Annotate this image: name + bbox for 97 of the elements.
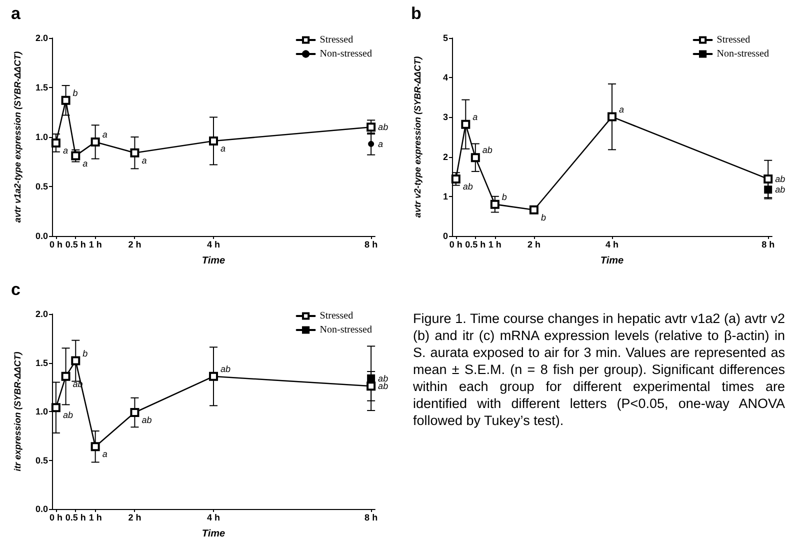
annotation: b [82, 348, 88, 358]
x-tick-label: 2 h [527, 240, 540, 250]
annotation: ab [482, 145, 492, 156]
chart-title: b [411, 4, 422, 23]
y-tick-label: 4 [442, 72, 448, 83]
annotation: b [72, 88, 78, 98]
y-tick-label: 0.0 [35, 231, 48, 241]
x-tick-label: 0.5 h [465, 240, 486, 250]
chart-title: a [11, 4, 21, 23]
point [461, 120, 470, 129]
x-tick-label: 0 h [449, 240, 462, 250]
annotation: ab [775, 184, 786, 195]
x-tick-label: 4 h [206, 240, 220, 250]
x-tick-label: 2 h [128, 512, 142, 522]
legend-label: Stressed [320, 34, 354, 46]
point [366, 122, 376, 132]
point [470, 153, 480, 162]
legend-label: Non-stressed [320, 324, 372, 336]
annotation: a [102, 129, 108, 140]
annotation: a [82, 158, 88, 168]
y-axis-title: avtr v2-type expression (SYBR-ΔΔCT) [412, 56, 422, 218]
y-tick-label: 0.0 [35, 504, 48, 514]
point [71, 356, 80, 366]
x-tick-label: 0.5 h [65, 512, 86, 522]
annotation: a [619, 104, 624, 114]
x-tick-label: 0 h [49, 512, 62, 522]
point [490, 200, 500, 209]
annotation: ab [220, 364, 231, 374]
x-tick-label: 0 h [49, 240, 62, 250]
x-tick-label: 4 h [206, 512, 220, 522]
y-axis-title: itr expression (SYBR-ΔΔCT) [12, 352, 22, 472]
annotation: a [62, 145, 68, 156]
x-tick-label: 2 h [128, 240, 142, 250]
legend-label: Stressed [320, 310, 354, 322]
point [130, 148, 140, 158]
x-tick-label: 8 h [364, 512, 378, 522]
y-tick-label: 2 [442, 152, 448, 162]
annotation: a [378, 138, 384, 149]
y-tick-label: 1.5 [35, 358, 48, 368]
x-tick-label: 1 h [488, 240, 502, 250]
point [130, 408, 140, 417]
y-tick-label: 2.0 [35, 33, 48, 43]
point [51, 403, 60, 412]
x-tick-label: 0.5 h [65, 240, 86, 250]
caption: Figure 1. Time course changes in hepatic avtr v1a2 (a) avtr v2 (b) and itr (c) mRNA expression levels (relative to β-actin) in S. aurata exposed to air for 3 min. Values are represented as mean ± S.E.M. (n = 8 fish per group). Significant differences within each group for different experimental times are identified with different letters (P<0.05, one-way ANOVA followed by Tukey’s test). [413, 310, 785, 429]
y-tick-label: 0 [442, 231, 448, 241]
annotation: a [472, 112, 478, 122]
point [366, 382, 376, 391]
annotation: b [540, 212, 546, 222]
x-axis-title: Time [202, 256, 226, 266]
x-tick-label: 8 h [762, 240, 775, 250]
point [451, 174, 460, 184]
x-tick-label: 1 h [88, 512, 102, 522]
x-tick-label: 1 h [88, 240, 102, 250]
annotation: ab [378, 122, 388, 132]
annotation: ab [378, 373, 388, 384]
annotation: ab [378, 381, 388, 392]
point [71, 151, 80, 160]
y-tick-label: 1 [442, 191, 448, 202]
annotation: ab [775, 174, 786, 184]
y-tick-label: 0.5 [35, 182, 48, 192]
legend-label: Stressed [716, 34, 750, 46]
annotation: b [502, 192, 507, 202]
point [209, 372, 218, 381]
annotation: a [220, 143, 226, 154]
x-tick-label: 8 h [364, 240, 378, 250]
x-tick-label: 4 h [605, 240, 619, 250]
legend-label: Non-stressed [320, 48, 372, 60]
point [61, 372, 70, 381]
annotation: a [142, 155, 147, 166]
point [90, 137, 100, 146]
point [209, 136, 218, 146]
y-tick-label: 1.0 [35, 406, 48, 416]
y-tick-label: 3 [442, 112, 448, 122]
y-axis-title: avtr v1a2-type expression (SYBR-ΔΔCT) [12, 51, 22, 223]
point [764, 186, 772, 194]
annotation: a [102, 449, 108, 460]
point [61, 96, 70, 105]
x-axis-title: Time [202, 528, 226, 540]
y-tick-label: 5 [442, 33, 448, 43]
point [51, 138, 60, 148]
annotation: ab [462, 181, 473, 192]
point [368, 140, 374, 147]
y-tick-label: 1.5 [35, 82, 48, 92]
x-axis-title: Time [600, 256, 624, 266]
chart-title: c [11, 280, 20, 299]
legend-label: Non-stressed [716, 48, 770, 60]
annotation: ab [142, 414, 152, 425]
y-tick-label: 1.0 [35, 132, 48, 142]
point [529, 205, 538, 214]
point [90, 442, 100, 452]
y-tick-label: 2.0 [35, 309, 48, 319]
point [764, 174, 773, 184]
annotation: ab [62, 410, 73, 420]
y-tick-label: 0.5 [35, 455, 48, 466]
point [608, 112, 616, 122]
point [367, 374, 376, 382]
